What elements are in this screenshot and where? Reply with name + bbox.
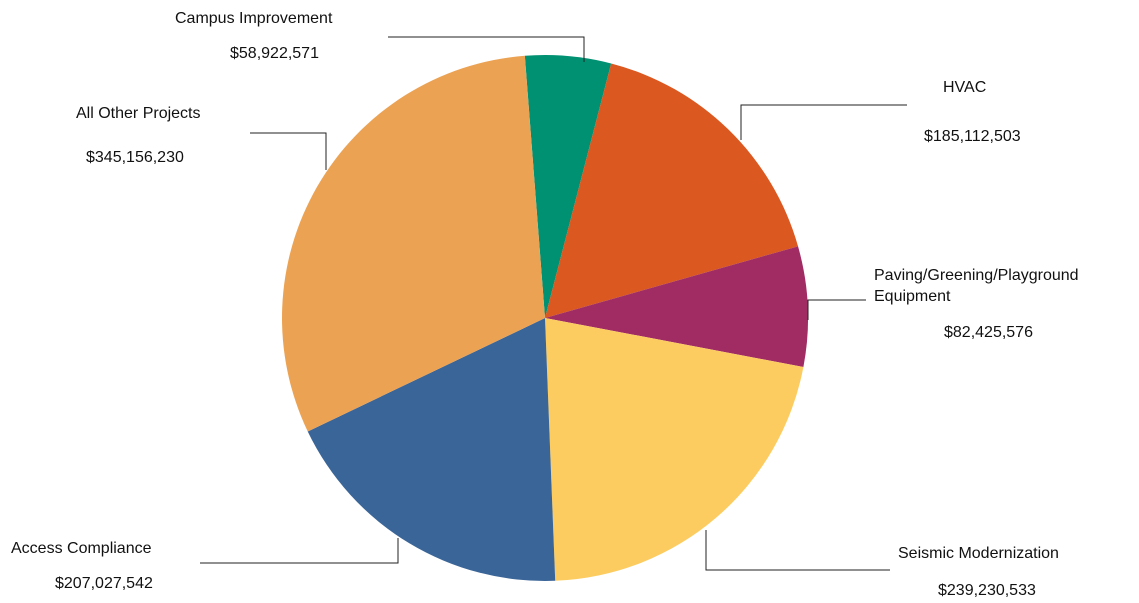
slice-label-paving: Paving/Greening/Playground Equipment (874, 267, 1083, 305)
leader-line-campus-improvement (388, 36, 585, 62)
pie-slices (282, 55, 809, 581)
pie-slice-paving-greening-playground-equipment (545, 246, 809, 367)
slice-value-campus-improvement: $58,922,571 (230, 45, 319, 62)
pie-slice-all-other-projects (282, 55, 545, 432)
slice-value-access-compliance: $207,027,542 (55, 575, 153, 592)
slice-value-hvac: $185,112,503 (924, 128, 1021, 145)
leader-lines (200, 36, 907, 571)
pie-slice-campus-improvement (524, 55, 612, 318)
slice-label-hvac: HVAC (943, 79, 986, 96)
slice-value-paving: $82,425,576 (944, 324, 1033, 341)
leader-line-hvac (740, 104, 907, 140)
leader-line-seismic-modernization (705, 530, 890, 571)
slice-label-access-compliance: Access Compliance (11, 540, 152, 557)
pie-slice-access-compliance (307, 318, 556, 581)
slice-value-all-other-projects: $345,156,230 (86, 149, 184, 166)
leader-line-access-compliance (200, 538, 399, 564)
slice-label-all-other-projects: All Other Projects (76, 105, 200, 122)
leader-line-all-other-projects (250, 132, 327, 170)
pie-slice-seismic-modernization (545, 318, 804, 581)
slice-label-seismic-modernization: Seismic Modernization (898, 545, 1059, 562)
pie-slice-hvac (545, 63, 799, 319)
slice-label-campus-improvement: Campus Improvement (175, 10, 333, 27)
leader-line-paving (807, 299, 866, 320)
slice-value-seismic-modernization: $239,230,533 (938, 582, 1036, 599)
